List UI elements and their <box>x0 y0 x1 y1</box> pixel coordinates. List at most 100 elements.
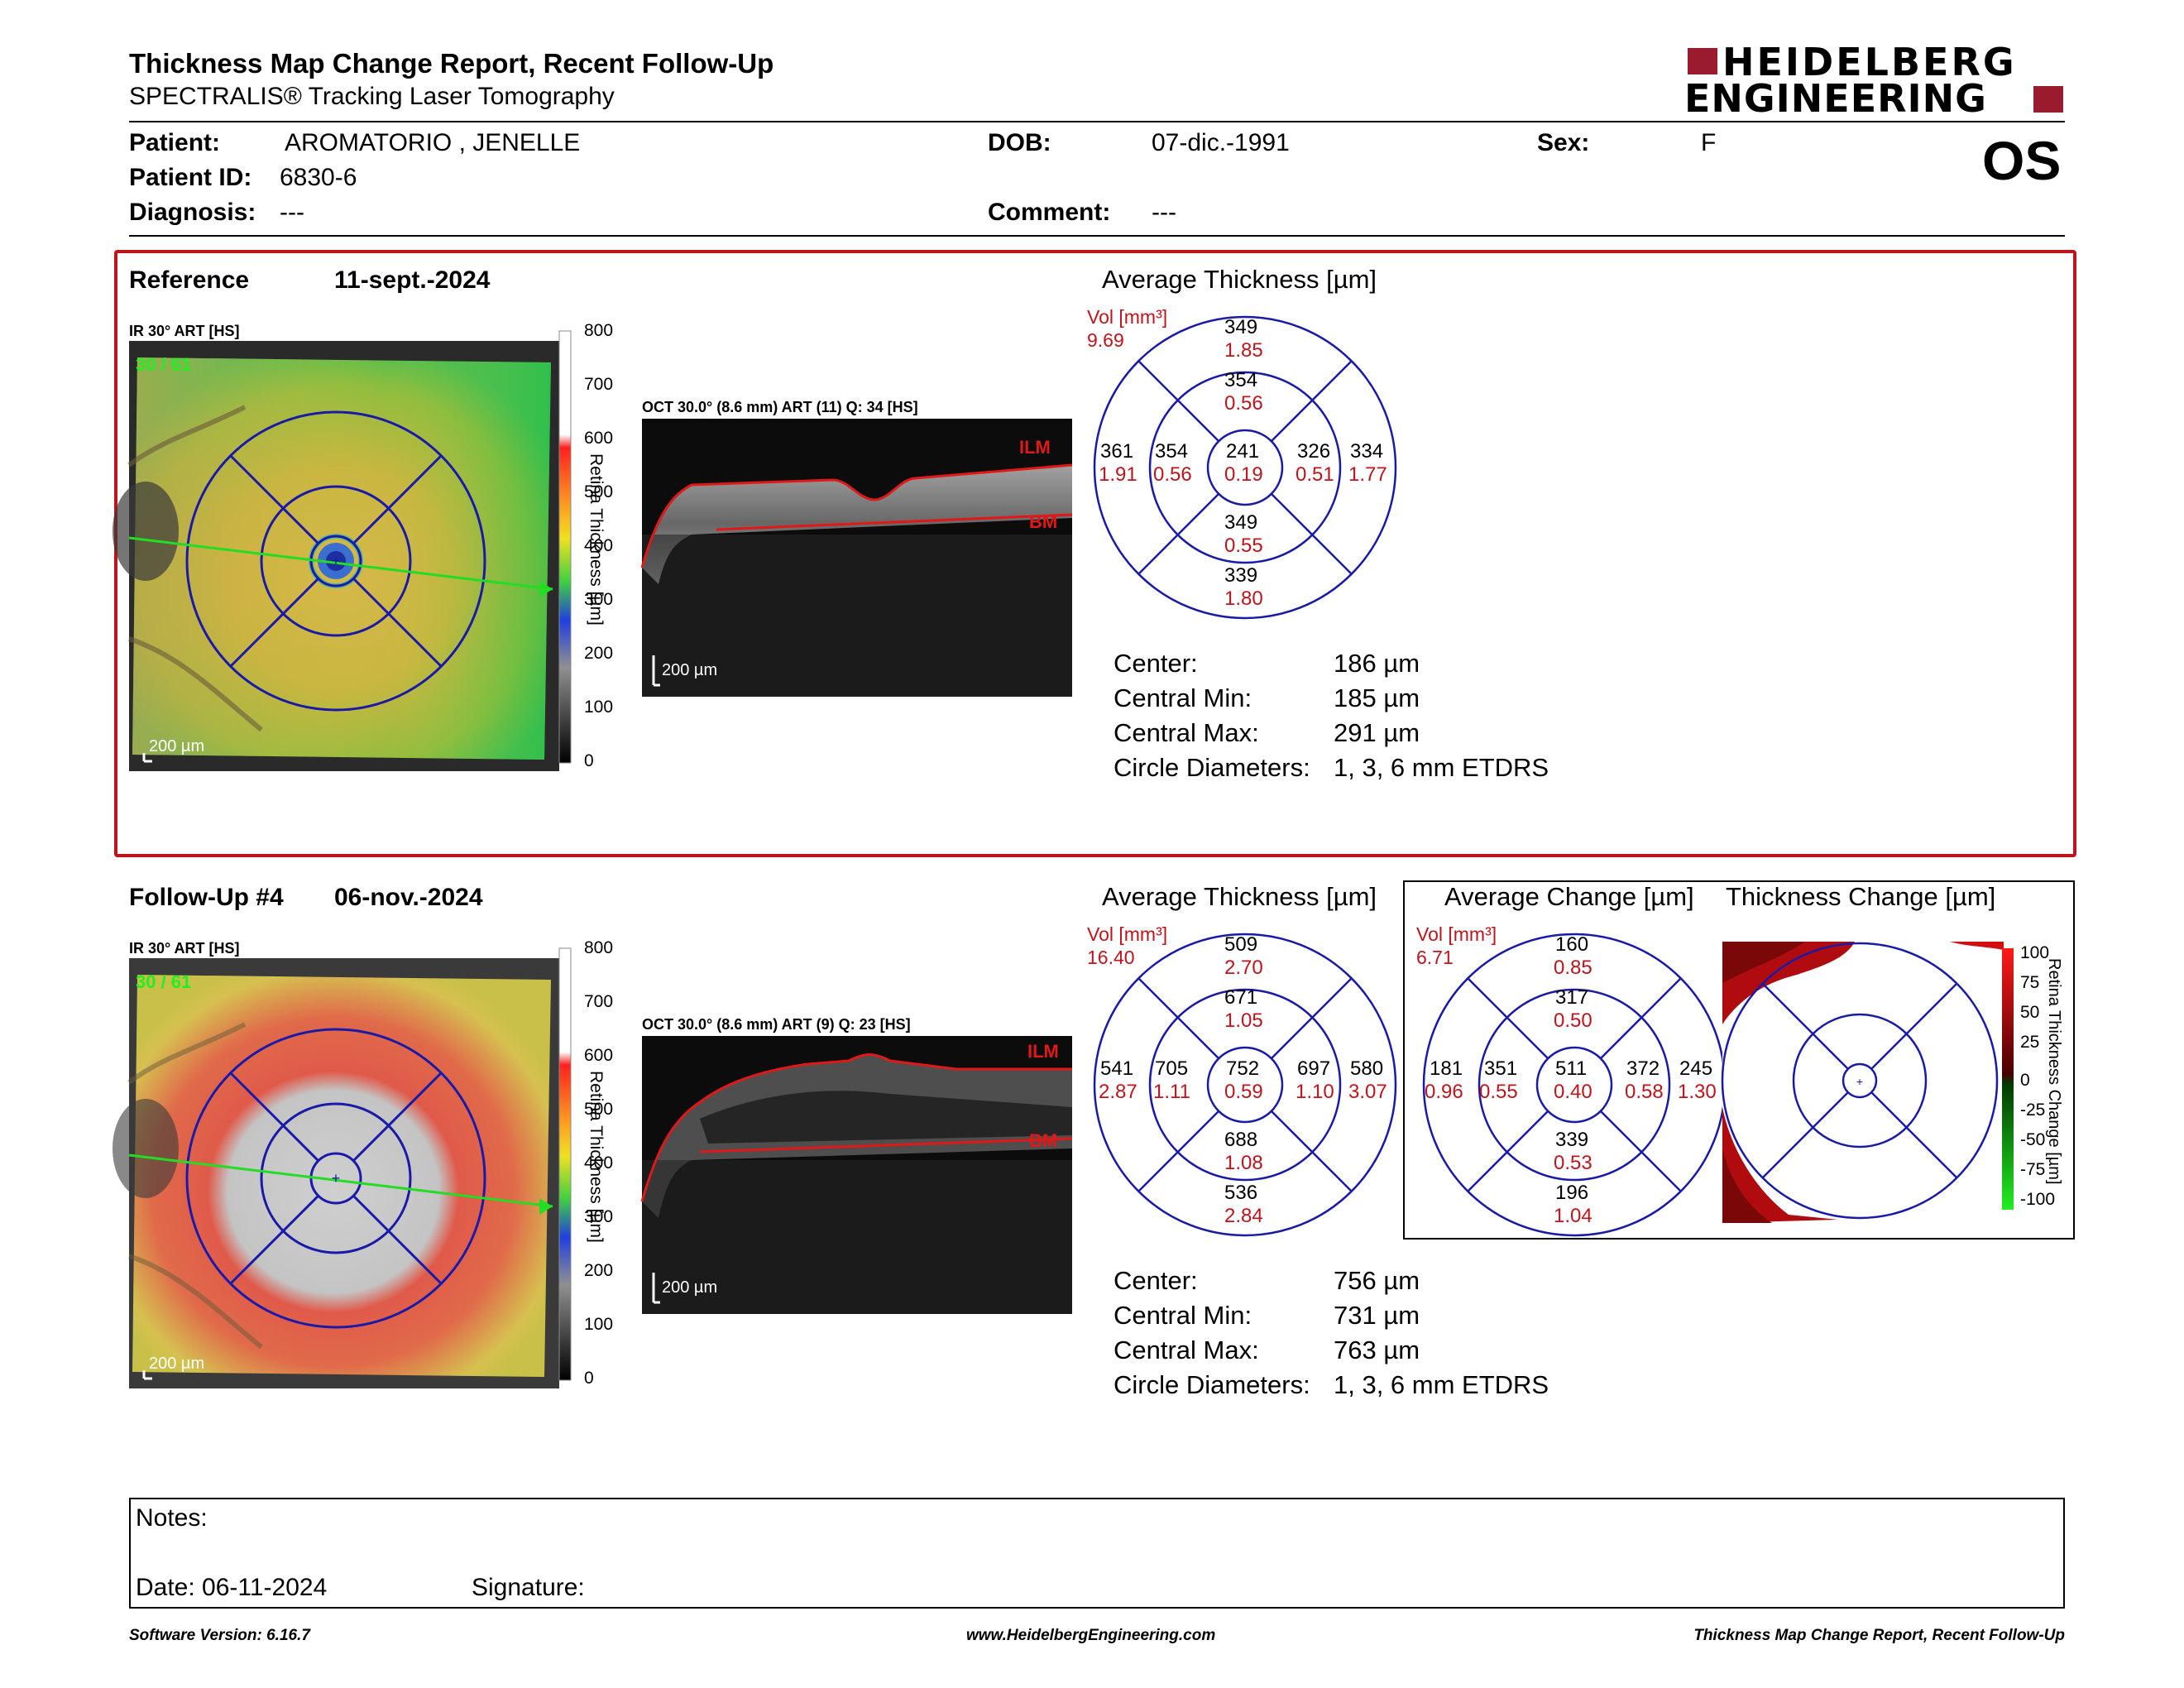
chg-inner-tem-vol: 0.55 <box>1479 1081 1518 1103</box>
chg-tick-75: 75 <box>2020 973 2040 992</box>
fu-tick-200: 200 <box>584 1261 614 1280</box>
logo-text-engineering: ENGINEERING <box>1684 76 1987 121</box>
ref-fundus-thickness-map: + 30 / 61 200 µm <box>113 341 559 771</box>
chg-tick-100: 100 <box>2020 943 2050 962</box>
chg-inner-sup: 317 <box>1555 986 1589 1009</box>
fu-outer-nas-thickness: 580 <box>1350 1057 1384 1080</box>
chg-outer-nas: 245 <box>1679 1057 1713 1080</box>
chg-tick-m25: -25 <box>2020 1101 2046 1120</box>
fu-outer-tem-vol: 2.87 <box>1099 1081 1138 1103</box>
ref-outer-nas-thickness: 334 <box>1350 440 1384 463</box>
svg-text:+: + <box>332 1170 341 1187</box>
diagnosis-label: Diagnosis: <box>129 199 256 226</box>
reference-date: 11-sept.-2024 <box>334 266 491 294</box>
ref-tick-400: 400 <box>584 536 614 555</box>
footer-report: Thickness Map Change Report, Recent Foll… <box>1693 1627 2065 1644</box>
thickness-change-map: + <box>1721 942 2004 1223</box>
ref-avg-title: Average Thickness [µm] <box>1102 265 1377 294</box>
chg-outer-nas-vol: 1.30 <box>1678 1081 1717 1103</box>
fu-outer-inf-vol: 2.84 <box>1224 1205 1263 1227</box>
fu-center-vol: 0.59 <box>1224 1081 1263 1103</box>
change-panel <box>1403 880 2075 1240</box>
ref-tick-700: 700 <box>584 375 614 394</box>
fu-tick-600: 600 <box>584 1046 614 1065</box>
notes-box[interactable] <box>129 1498 2065 1609</box>
fu-outer-tem-thickness: 541 <box>1100 1057 1134 1080</box>
footer-software: Software Version: 6.16.7 <box>129 1627 310 1644</box>
reference-section <box>114 250 2076 857</box>
ref-stat-center: 186 µm <box>1334 649 1420 678</box>
fu-center-thickness: 752 <box>1226 1057 1260 1080</box>
sex-label: Sex: <box>1537 129 1590 156</box>
svg-text:+: + <box>332 553 341 569</box>
fu-ir-scale: 200 µm <box>149 1355 204 1373</box>
logo-text-heidelberg: HEIDELBERG <box>1722 40 2017 84</box>
fu-inner-tem-thickness: 705 <box>1155 1057 1189 1080</box>
ref-oct-label: OCT 30.0° (8.6 mm) ART (11) Q: 34 [HS] <box>642 399 918 415</box>
patient-id-value: 6830-6 <box>280 164 357 191</box>
ref-oct-bscan: ILM BM 200 µm <box>640 419 1073 697</box>
dob-value: 07-dic.-1991 <box>1152 129 1290 156</box>
comment-value: --- <box>1152 199 1176 226</box>
fu-stat-min: 731 µm <box>1334 1301 1420 1330</box>
chg-inner-inf: 339 <box>1555 1129 1589 1151</box>
fu-oct-bscan: ILM BM 200 µm <box>640 1036 1073 1314</box>
ref-stat-diam-label: Circle Diameters: <box>1114 753 1310 782</box>
ref-inner-nas-thickness: 326 <box>1297 440 1331 463</box>
fu-inner-tem-vol: 1.11 <box>1153 1081 1190 1103</box>
fu-ir-label: IR 30° ART [HS] <box>129 940 240 957</box>
ref-inner-nas-vol: 0.51 <box>1296 463 1334 486</box>
fu-thickness-colorbar <box>558 947 572 1381</box>
ref-inner-sup-vol: 0.56 <box>1224 392 1263 415</box>
reference-label: Reference <box>129 266 250 294</box>
fu-etdrs-grid <box>1093 933 1397 1237</box>
ref-stat-diam: 1, 3, 6 mm ETDRS <box>1334 753 1549 782</box>
ref-inner-inf-vol: 0.55 <box>1224 535 1263 557</box>
ref-stat-max-label: Central Max: <box>1114 718 1259 747</box>
fu-bm-label: BM <box>1029 1130 1057 1151</box>
fu-tick-700: 700 <box>584 992 614 1011</box>
fu-inner-nas-thickness: 697 <box>1297 1057 1331 1080</box>
fu-stat-diam-label: Circle Diameters: <box>1114 1370 1310 1399</box>
ref-ilm-label: ILM <box>1019 437 1051 458</box>
fu-stat-diam: 1, 3, 6 mm ETDRS <box>1334 1370 1549 1399</box>
chg-center-vol: 0.40 <box>1554 1081 1592 1103</box>
change-colorbar <box>2002 948 2014 1210</box>
patient-name: AROMATORIO , JENELLE <box>285 129 581 156</box>
chg-tick-0: 0 <box>2020 1071 2030 1090</box>
sex-value: F <box>1701 129 1717 156</box>
fu-outer-nas-vol: 3.07 <box>1348 1081 1387 1103</box>
ref-stat-max: 291 µm <box>1334 718 1420 747</box>
ref-tick-0: 0 <box>584 751 594 770</box>
ref-stat-center-label: Center: <box>1114 649 1198 678</box>
fu-inner-nas-vol: 1.10 <box>1296 1081 1334 1103</box>
fu-oct-label: OCT 30.0° (8.6 mm) ART (9) Q: 23 [HS] <box>642 1016 911 1033</box>
ref-ir-scale: 200 µm <box>149 737 204 755</box>
ref-outer-sup-vol: 1.85 <box>1224 339 1263 362</box>
ref-tick-600: 600 <box>584 429 614 448</box>
fu-oct-scale: 200 µm <box>662 1278 717 1297</box>
ref-inner-inf-thickness: 349 <box>1224 511 1258 534</box>
fu-ir-overlay: 30 / 61 <box>136 971 191 992</box>
chg-outer-tem-vol: 0.96 <box>1425 1081 1463 1103</box>
fu-stat-min-label: Central Min: <box>1114 1301 1252 1330</box>
fu-inner-sup-vol: 1.05 <box>1224 1009 1263 1032</box>
chg-outer-sup: 160 <box>1555 933 1589 956</box>
chg-tick-50: 50 <box>2020 1003 2040 1022</box>
fu-stat-center-label: Center: <box>1114 1266 1198 1295</box>
ref-tick-500: 500 <box>584 482 614 501</box>
ref-tick-100: 100 <box>584 698 614 717</box>
ref-outer-sup-thickness: 349 <box>1224 316 1258 338</box>
fu-outer-inf-thickness: 536 <box>1224 1182 1258 1204</box>
ref-vol-total: 9.69 <box>1087 329 1124 351</box>
fu-stat-center: 756 µm <box>1334 1266 1420 1295</box>
fu-inner-inf-thickness: 688 <box>1224 1129 1258 1151</box>
fu-colorbar-title: Retina Thickness [µm] <box>587 1071 606 1243</box>
fu-tick-0: 0 <box>584 1369 594 1388</box>
chg-inner-inf-vol: 0.53 <box>1554 1152 1592 1174</box>
fu-tick-100: 100 <box>584 1315 614 1334</box>
footer-website[interactable]: www.HeidelbergEngineering.com <box>966 1627 1216 1644</box>
chg-tick-m100: -100 <box>2020 1190 2056 1209</box>
fu-tick-400: 400 <box>584 1153 614 1172</box>
ref-tick-800: 800 <box>584 321 614 340</box>
